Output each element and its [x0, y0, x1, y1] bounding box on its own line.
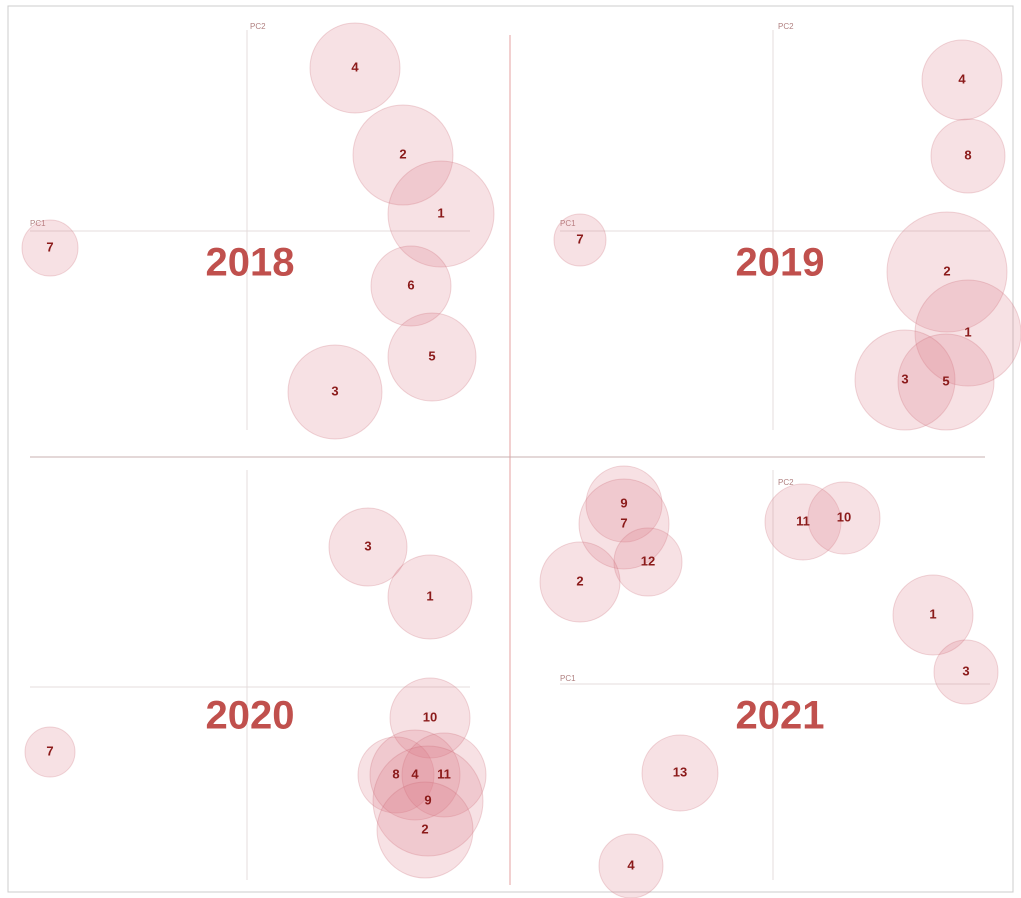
- axis-label: PC1: [560, 674, 576, 683]
- bubble: [328, 507, 408, 587]
- bubble: [930, 118, 1006, 194]
- bubble-label: 10: [423, 709, 437, 724]
- bubble-label: 4: [627, 857, 635, 872]
- bubble: [892, 574, 974, 656]
- bubble: [585, 465, 663, 543]
- axis-label: PC1: [30, 219, 46, 228]
- bubble: [598, 833, 664, 898]
- bubble-label: 11: [437, 766, 451, 781]
- bubble-label: 10: [837, 509, 851, 524]
- bubble-label: 8: [392, 766, 399, 781]
- bubble-label: 5: [942, 373, 949, 388]
- frame: [7, 5, 1014, 893]
- year-title: 2020: [206, 694, 295, 738]
- bubble: [897, 333, 995, 431]
- bubble-label: 9: [424, 792, 431, 807]
- bubble: [854, 329, 956, 431]
- bubble-label: 13: [673, 764, 687, 779]
- bubble-label: 1: [426, 588, 433, 603]
- bubble-label: 5: [428, 348, 435, 363]
- bubble: [613, 527, 683, 597]
- bubble: [21, 219, 79, 277]
- bubble: [357, 736, 435, 814]
- bubble: [369, 729, 461, 821]
- bubble: [370, 245, 452, 327]
- bubble-label: 4: [351, 59, 359, 74]
- year-title: 2021: [736, 694, 825, 738]
- bubble: [389, 677, 471, 759]
- bubble-label: 8: [964, 147, 971, 162]
- bubble: [641, 734, 719, 812]
- axis-label: PC2: [250, 22, 266, 31]
- bubble-label: 3: [901, 371, 908, 386]
- bubble: [387, 312, 477, 402]
- bubble-label: 7: [620, 515, 627, 530]
- bubble: [387, 554, 473, 640]
- bubble-label: 9: [620, 495, 627, 510]
- bubble-label: 2: [576, 573, 583, 588]
- bubble: [352, 104, 454, 206]
- bubble-label: 11: [796, 513, 810, 528]
- bubble-label: 7: [576, 231, 583, 246]
- year-title: 2018: [206, 241, 295, 285]
- bubble-label: 12: [641, 553, 655, 568]
- bubble: [387, 160, 495, 268]
- year-title: 2019: [736, 241, 825, 285]
- bubble-label: 6: [407, 277, 414, 292]
- bubble: [539, 541, 621, 623]
- bubble-label: 2: [421, 821, 428, 836]
- bubble-label: 1: [929, 606, 936, 621]
- bubble-label: 7: [46, 743, 53, 758]
- bubble: [401, 732, 487, 818]
- bubble-label: 3: [331, 383, 338, 398]
- bubble-label: 1: [437, 205, 444, 220]
- bubble: [886, 211, 1008, 333]
- bubble: [309, 22, 401, 114]
- bubble-label: 3: [962, 663, 969, 678]
- bubble-label: 2: [399, 146, 406, 161]
- bubble: [578, 478, 670, 570]
- bubble: [376, 781, 474, 879]
- bubble-label: 4: [958, 71, 966, 86]
- bubble-label: 3: [364, 538, 371, 553]
- bubble: [914, 279, 1021, 387]
- axis-label: PC2: [778, 22, 794, 31]
- bubble-label: 7: [46, 239, 53, 254]
- bubble: [287, 344, 383, 440]
- bubble-label: 4: [411, 766, 419, 781]
- bubble: [764, 483, 842, 561]
- bubble: [553, 213, 607, 267]
- axis-label: PC2: [778, 478, 794, 487]
- bubble: [933, 639, 999, 705]
- bubble: [372, 745, 484, 857]
- bubble: [807, 481, 881, 555]
- bubble: [24, 726, 76, 778]
- bubble-label: 2: [943, 263, 950, 278]
- axis-label: PC1: [560, 219, 576, 228]
- bubble-label: 1: [964, 324, 971, 339]
- bubble: [921, 39, 1003, 121]
